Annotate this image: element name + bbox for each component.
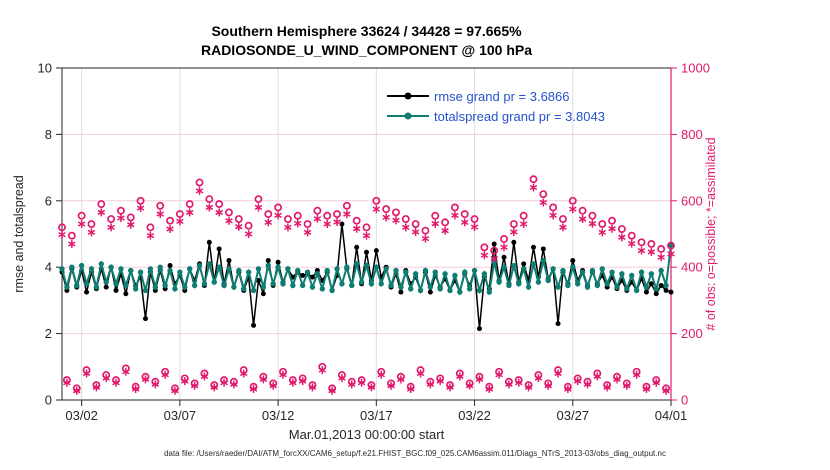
tick-label: 200 [681, 326, 703, 341]
figure-title-line2: RADIOSONDE_U_WIND_COMPONENT @ 100 hPa [200, 42, 533, 58]
rmse-line-marker-icon [387, 92, 429, 100]
legend-entry-rmse: rmse grand pr = 3.6866 [386, 87, 605, 105]
tick-label: 03/22 [458, 408, 491, 423]
tick-label: 6 [45, 193, 52, 208]
legend-entry-totalspread: totalspread grand pr = 3.8043 [386, 107, 605, 125]
tick-label: 800 [681, 127, 703, 142]
legend-label-totalspread: totalspread grand pr = 3.8043 [434, 108, 605, 124]
totalspread-line-marker-icon [387, 112, 429, 120]
legend-label-rmse: rmse grand pr = 3.6866 [434, 88, 570, 104]
tick-label: 03/12 [262, 408, 295, 423]
tick-label: 400 [681, 260, 703, 275]
possible-obs-markers [58, 175, 675, 393]
tick-label: 03/02 [65, 408, 98, 423]
tick-label: 600 [681, 193, 703, 208]
tick-label: 03/27 [557, 408, 590, 423]
axes: 03/02 03/07 03/12 03/17 03/22 03/27 04/0102468… [38, 61, 710, 424]
tick-label: 0 [45, 393, 52, 408]
tick-label: 10 [38, 61, 52, 76]
data-file-caption: data file: /Users/raeder/DAI/ATM_forcXX/… [164, 449, 666, 458]
x-axis-label: Mar.01,2013 00:00:00 start [288, 427, 445, 442]
figure-title-line1: Southern Hemisphere 33624 / 34428 = 97.6… [211, 23, 522, 39]
legend: rmse grand pr = 3.6866 totalspread grand… [386, 87, 605, 125]
assimilated-obs-markers [58, 183, 675, 395]
tick-label: 8 [45, 127, 52, 142]
tick-label: 4 [45, 260, 52, 275]
tick-label: 1000 [681, 61, 710, 76]
totalspread-series [59, 242, 674, 296]
figure-title: Southern Hemisphere 33624 / 34428 = 97.6… [62, 22, 671, 60]
tick-label: 2 [45, 326, 52, 341]
left-y-axis-label: rmse and totalspread [12, 175, 26, 293]
tick-label: 04/01 [655, 408, 688, 423]
tick-label: 03/07 [164, 408, 197, 423]
tick-label: 03/17 [360, 408, 393, 423]
tick-label: 0 [681, 393, 688, 408]
right-y-axis-label: # of obs: o=possible; *=assimilated [704, 137, 718, 331]
